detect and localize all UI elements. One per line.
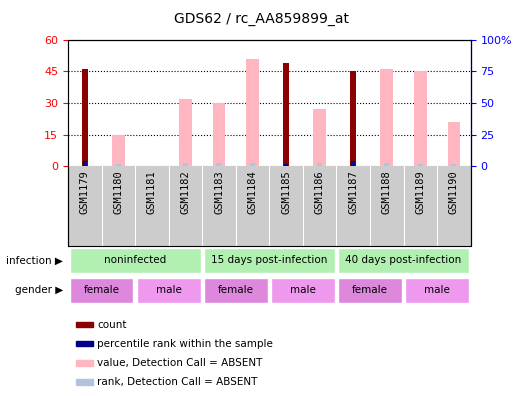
Bar [351,161,355,166]
Bar [76,360,93,366]
Text: GSM1182: GSM1182 [180,170,190,214]
Bar [418,164,423,166]
Bar [179,99,192,166]
Text: male: male [156,285,181,295]
Bar [137,278,200,303]
Bar [112,135,124,166]
Bar [76,322,93,327]
Bar [283,63,289,166]
Bar [380,69,393,166]
Bar [405,278,469,303]
Text: GSM1186: GSM1186 [315,170,325,214]
Bar [250,162,255,166]
Bar [313,109,326,166]
Text: GSM1181: GSM1181 [147,170,157,214]
Bar [317,162,322,166]
Bar [76,379,93,385]
Text: female: female [218,285,254,295]
Text: female: female [352,285,388,295]
Bar [183,162,188,166]
Text: value, Detection Call = ABSENT: value, Detection Call = ABSENT [97,358,263,368]
Text: GSM1183: GSM1183 [214,170,224,214]
Bar [76,341,93,346]
Bar [451,164,457,166]
Text: GDS62 / rc_AA859899_at: GDS62 / rc_AA859899_at [174,12,349,26]
Bar [204,278,268,303]
Bar [204,248,335,273]
Bar [271,278,335,303]
Bar [338,248,469,273]
Text: 15 days post-infection: 15 days post-infection [211,255,327,265]
Bar [384,162,389,166]
Text: noninfected: noninfected [104,255,166,265]
Bar [116,164,121,166]
Text: female: female [84,285,120,295]
Text: male: male [424,285,450,295]
Text: GSM1187: GSM1187 [348,170,358,214]
Text: GSM1179: GSM1179 [80,170,90,214]
Bar [70,278,133,303]
Bar [217,162,222,166]
Text: GSM1190: GSM1190 [449,170,459,214]
Text: male: male [290,285,316,295]
Text: GSM1189: GSM1189 [415,170,425,214]
Bar [83,161,87,166]
Bar [338,278,402,303]
Text: infection ▶: infection ▶ [6,255,63,265]
Bar [448,122,460,166]
Bar [246,59,259,166]
Bar [414,71,427,166]
Text: rank, Detection Call = ABSENT: rank, Detection Call = ABSENT [97,377,257,387]
Text: count: count [97,320,127,329]
Text: GSM1184: GSM1184 [247,170,257,214]
Bar [213,103,225,166]
Text: 40 days post-infection: 40 days post-infection [346,255,462,265]
Text: GSM1180: GSM1180 [113,170,123,214]
Text: GSM1185: GSM1185 [281,170,291,214]
Text: GSM1188: GSM1188 [382,170,392,214]
Text: gender ▶: gender ▶ [15,285,63,295]
Text: percentile rank within the sample: percentile rank within the sample [97,339,273,349]
Bar [350,71,356,166]
Bar [284,164,288,166]
Bar [70,248,200,273]
Bar [82,69,88,166]
